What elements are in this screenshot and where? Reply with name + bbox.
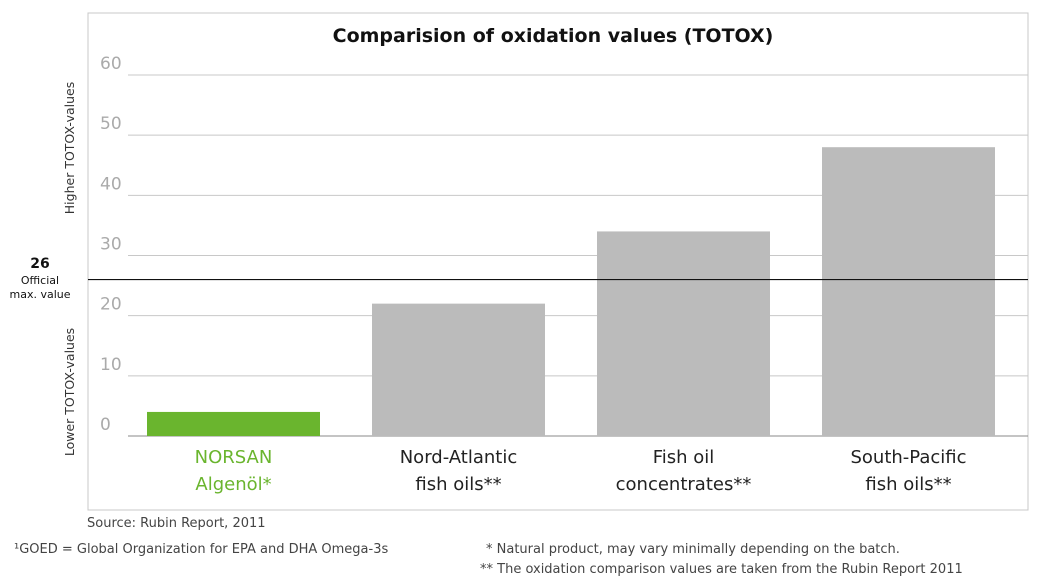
y-tick-label: 40 <box>100 174 122 194</box>
y-tick-label: 10 <box>100 355 122 375</box>
bar <box>822 147 995 436</box>
x-tick-label: Nord-Atlantic <box>400 447 518 468</box>
y-tick-label: 30 <box>100 235 122 255</box>
x-tick-label: fish oils** <box>415 474 501 495</box>
y-tick-label: 20 <box>100 295 122 315</box>
source-note: Source: Rubin Report, 2011 <box>87 516 266 531</box>
x-tick-label: NORSAN <box>195 447 273 468</box>
official-max-value: 26 <box>30 256 49 272</box>
chart-title: Comparision of oxidation values (TOTOX) <box>333 25 774 47</box>
goed-note: ¹GOED = Global Organization for EPA and … <box>14 542 389 557</box>
x-tick-label: concentrates** <box>616 474 752 495</box>
bar <box>597 231 770 436</box>
y-tick-label: 50 <box>100 114 122 134</box>
bar <box>372 303 545 436</box>
x-tick-label: Fish oil <box>653 447 715 468</box>
official-max-label: Official <box>21 274 59 287</box>
x-tick-label: fish oils** <box>865 474 951 495</box>
official-max-label: max. value <box>9 288 70 301</box>
rubin-report-note: ** The oxidation comparison values are t… <box>480 562 963 577</box>
y-axis-label-lower: Lower TOTOX-values <box>62 328 77 456</box>
natural-product-note: * Natural product, may vary minimally de… <box>486 542 900 557</box>
bar <box>147 411 320 436</box>
x-tick-label: South-Pacific <box>850 447 966 468</box>
y-tick-label: 0 <box>100 415 111 435</box>
x-tick-label: Algenöl* <box>195 474 271 495</box>
y-tick-label: 60 <box>100 54 122 74</box>
y-axis-label-upper: Higher TOTOX-values <box>62 82 77 214</box>
